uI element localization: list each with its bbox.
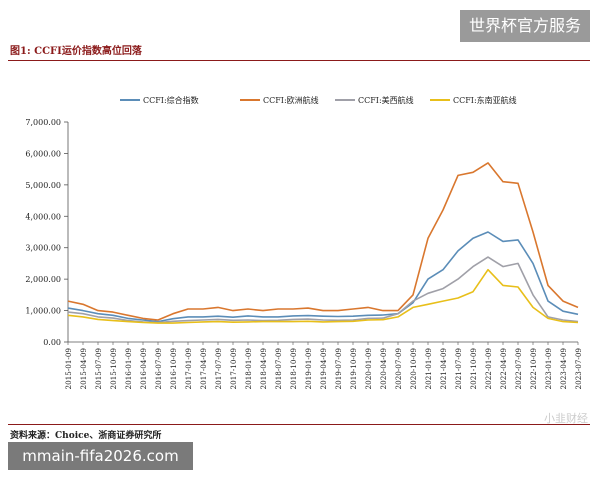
x-tick-label: 2023-07-09	[574, 348, 583, 390]
y-tick-label: 5,000.00	[25, 181, 61, 190]
x-tick-label: 2016-04-09	[139, 348, 148, 390]
legend-label-sea: CCFI:东南亚航线	[453, 95, 517, 105]
x-tick-label: 2023-04-09	[559, 348, 568, 390]
x-tick-label: 2022-10-09	[529, 348, 538, 390]
x-tick-label: 2016-07-09	[154, 348, 163, 390]
bottom-rule	[8, 424, 590, 425]
y-tick-label: 0.00	[43, 338, 61, 347]
x-tick-label: 2015-07-09	[94, 348, 103, 390]
series-line-usw	[67, 256, 579, 324]
series-line-europe	[67, 162, 579, 321]
x-tick-label: 2015-10-09	[109, 348, 118, 390]
x-tick-label: 2019-10-09	[349, 348, 358, 390]
chart-svg: CCFI:综合指数 CCFI:欧洲航线 CCFI:美西航线 CCFI:东南亚航线 7,…	[25, 95, 583, 389]
x-tick-label: 2022-04-09	[499, 348, 508, 390]
x-tick-label: 2019-07-09	[334, 348, 343, 390]
chart-axes: 7,000.00 6,000.00 5,000.00 4,000.00 3,000.00…	[25, 118, 578, 347]
chart-series	[67, 162, 579, 324]
x-tick-label: 2017-10-09	[229, 348, 238, 390]
x-tick-label: 2017-07-09	[214, 348, 223, 390]
title-rule	[8, 60, 590, 61]
x-tick-label: 2016-01-09	[124, 348, 133, 390]
x-tick-label: 2017-04-09	[199, 348, 208, 390]
x-tick-label: 2020-10-09	[409, 348, 418, 390]
y-tick-label: 4,000.00	[25, 212, 61, 221]
site-url-badge[interactable]: mmain-fifa2026.com	[8, 442, 193, 470]
x-tick-label: 2021-07-09	[454, 348, 463, 390]
legend-label-europe: CCFI:欧洲航线	[263, 95, 319, 105]
figure-title: 图1: CCFI运价指数高位回落	[10, 46, 142, 57]
watermark: 小韭财经	[544, 412, 588, 425]
x-tick-label: 2020-04-09	[379, 348, 388, 390]
x-tick-label: 2020-07-09	[394, 348, 403, 390]
x-tick-label: 2021-01-09	[424, 348, 433, 390]
x-tick-label: 2018-04-09	[259, 348, 268, 390]
x-tick-label: 2020-01-09	[364, 348, 373, 390]
x-tick-label: 2018-10-09	[289, 348, 298, 390]
y-tick-label: 3,000.00	[25, 244, 61, 253]
x-tick-label: 2022-01-09	[484, 348, 493, 390]
x-tick-label: 2019-04-09	[319, 348, 328, 390]
x-tick-label: 2019-01-09	[304, 348, 313, 390]
x-tick-label: 2023-01-09	[544, 348, 553, 390]
y-tick-label: 1,000.00	[25, 307, 61, 316]
x-tick-label: 2018-07-09	[274, 348, 283, 390]
x-tick-label: 2018-01-09	[244, 348, 253, 390]
service-badge[interactable]: 世界杯官方服务	[460, 10, 590, 42]
x-axis-labels: 2015-01-09 2015-04-09 2015-07-09 2015-10-09…	[64, 342, 583, 389]
source-note: 资料来源：Choice、浙商证券研究所	[10, 431, 162, 441]
x-tick-label: 2021-04-09	[439, 348, 448, 390]
y-tick-label: 7,000.00	[25, 118, 61, 127]
x-tick-label: 2017-01-09	[184, 348, 193, 390]
x-tick-label: 2015-01-09	[64, 348, 73, 390]
y-tick-label: 2,000.00	[25, 275, 61, 284]
y-tick-label: 6,000.00	[25, 149, 61, 158]
x-tick-label: 2016-10-09	[169, 348, 178, 390]
series-line-sea	[67, 268, 579, 324]
legend-label-composite: CCFI:综合指数	[143, 95, 199, 105]
x-tick-label: 2021-10-09	[469, 348, 478, 390]
chart-legend: CCFI:综合指数 CCFI:欧洲航线 CCFI:美西航线 CCFI:东南亚航线	[120, 95, 517, 105]
series-line-composite	[67, 231, 579, 323]
legend-label-usw: CCFI:美西航线	[358, 95, 414, 105]
x-tick-label: 2015-04-09	[79, 348, 88, 390]
x-tick-label: 2022-07-09	[514, 348, 523, 390]
